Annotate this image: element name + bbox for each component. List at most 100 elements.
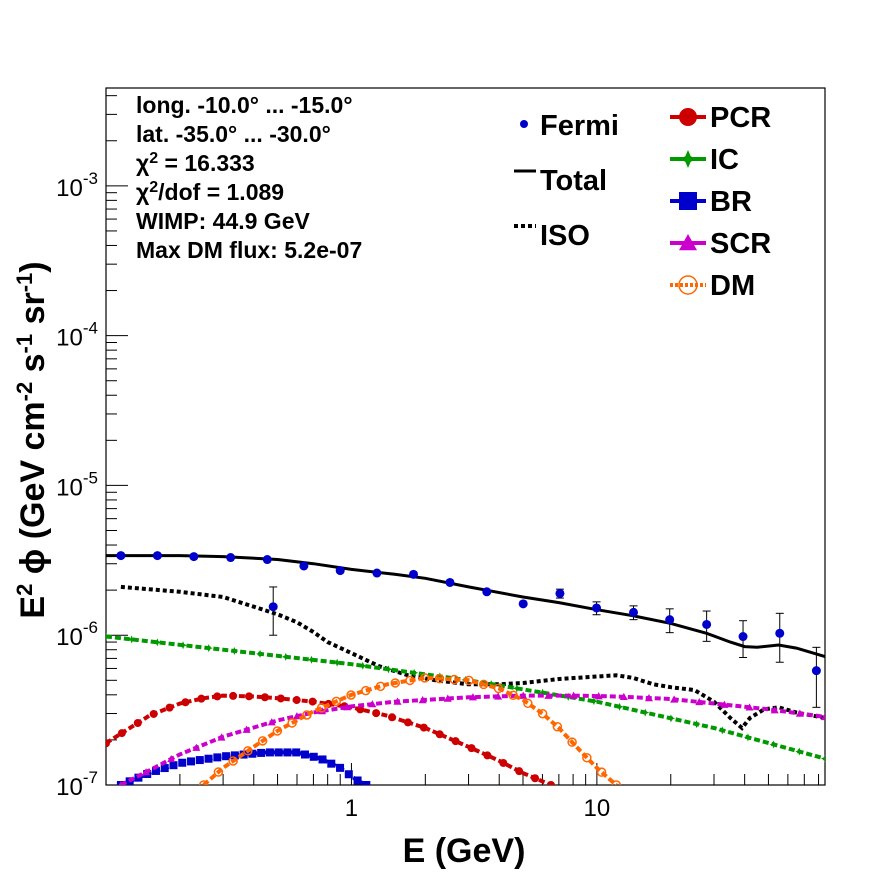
curve-marker bbox=[368, 700, 377, 708]
curve-marker bbox=[567, 737, 577, 747]
curve-marker bbox=[257, 736, 268, 746]
markers-dm bbox=[198, 673, 622, 785]
fermi-point bbox=[226, 553, 236, 563]
curve-marker bbox=[153, 638, 162, 647]
curve-marker bbox=[292, 712, 301, 720]
info-line: Max DM flux: 5.2e-07 bbox=[136, 237, 362, 263]
curve-marker bbox=[230, 647, 239, 656]
curve-marker bbox=[388, 713, 397, 722]
curve-marker bbox=[118, 781, 124, 785]
curve-marker bbox=[160, 764, 169, 773]
x-tick-label: 1 bbox=[345, 795, 358, 822]
curve-marker bbox=[670, 695, 679, 703]
curve-marker bbox=[795, 747, 804, 756]
fermi-point bbox=[518, 599, 528, 609]
fit-info: long. -10.0° ... -15.0° lat. -35.0° ... -… bbox=[136, 92, 362, 263]
curve-marker bbox=[260, 693, 269, 702]
curve-marker bbox=[245, 692, 254, 701]
fermi-point bbox=[189, 552, 199, 562]
markers-br bbox=[116, 748, 371, 785]
curve-dm bbox=[202, 675, 618, 785]
curve-marker bbox=[256, 649, 265, 658]
curve-marker bbox=[589, 697, 598, 706]
curve-marker bbox=[361, 685, 371, 696]
x-axis-title: E (GeV) bbox=[403, 832, 526, 870]
curve-marker bbox=[478, 679, 489, 690]
fermi-point bbox=[738, 632, 748, 642]
curve-marker bbox=[467, 744, 476, 753]
legend-marker bbox=[678, 275, 698, 295]
legend-marker bbox=[679, 192, 697, 210]
curve-marker bbox=[165, 703, 174, 712]
curve-marker bbox=[198, 780, 209, 785]
curve-marker bbox=[217, 733, 226, 741]
curve-marker bbox=[494, 692, 503, 700]
curve-marker bbox=[309, 752, 318, 761]
curve-marker bbox=[464, 675, 474, 686]
info-line: lat. -35.0° ... -30.0° bbox=[136, 121, 331, 147]
legend-item-ic: IC bbox=[670, 144, 739, 176]
curve-marker bbox=[142, 768, 151, 776]
curve-marker bbox=[222, 752, 231, 761]
curve-marker bbox=[720, 700, 729, 708]
curve-iso bbox=[120, 584, 825, 731]
curve-marker bbox=[333, 658, 342, 667]
legend-item-fermi: Fermi bbox=[520, 110, 619, 142]
curve-marker bbox=[292, 748, 301, 757]
curve-marker bbox=[523, 698, 533, 709]
legend-item-pcr: PCR bbox=[670, 102, 771, 134]
curve-marker bbox=[106, 632, 110, 641]
legend-marker bbox=[679, 108, 697, 126]
curve-marker bbox=[419, 723, 428, 732]
curve-marker bbox=[151, 766, 160, 775]
curve-marker bbox=[204, 754, 213, 763]
legend-marker bbox=[679, 150, 697, 168]
curve-marker bbox=[821, 712, 825, 721]
plot-frame bbox=[105, 87, 826, 786]
curve-marker bbox=[499, 758, 508, 767]
curve-marker bbox=[582, 752, 592, 763]
curve-marker bbox=[544, 691, 553, 699]
fermi-point bbox=[372, 568, 382, 578]
curve-marker bbox=[615, 702, 624, 711]
curve-marker bbox=[596, 767, 607, 777]
curve-marker bbox=[611, 780, 622, 785]
fermi-point bbox=[299, 561, 309, 571]
curve-marker bbox=[117, 729, 126, 738]
curve-marker bbox=[181, 698, 190, 707]
curve-marker bbox=[318, 755, 327, 764]
curve-marker bbox=[821, 754, 825, 763]
curve-scr bbox=[119, 693, 825, 785]
curve-marker bbox=[318, 707, 327, 715]
legend-marker bbox=[679, 234, 697, 251]
curve-marker bbox=[248, 749, 257, 758]
y-tick-label: 10-7 bbox=[56, 768, 98, 801]
curve-marker bbox=[344, 770, 353, 779]
curve-marker bbox=[167, 754, 176, 763]
curve-marker bbox=[257, 748, 266, 757]
curve-marker bbox=[195, 756, 204, 765]
fermi-point bbox=[665, 615, 675, 625]
curve-marker bbox=[508, 690, 518, 700]
curve-marker bbox=[204, 644, 213, 653]
curve-marker bbox=[372, 709, 381, 718]
legend-label: Total bbox=[540, 165, 607, 197]
fermi-point bbox=[482, 587, 492, 597]
x-tick-label: 10 bbox=[584, 795, 611, 822]
markers-pcr bbox=[106, 691, 555, 785]
fermi-point bbox=[152, 551, 162, 561]
fermi-point bbox=[268, 602, 278, 612]
curve-marker bbox=[619, 692, 628, 701]
curve-marker bbox=[390, 678, 401, 688]
fermi-point bbox=[629, 607, 639, 617]
legend-label: BR bbox=[710, 186, 752, 218]
legend: Fermi Total ISO PCR IC BR SCR DM bbox=[514, 102, 771, 302]
curve-marker bbox=[537, 708, 548, 719]
curve-marker bbox=[302, 710, 312, 720]
legend-symbol bbox=[520, 120, 528, 128]
y-tick-label: 10-6 bbox=[56, 618, 98, 651]
curve-marker bbox=[308, 697, 317, 706]
curve-marker bbox=[594, 692, 603, 700]
curve-marker bbox=[276, 694, 285, 703]
